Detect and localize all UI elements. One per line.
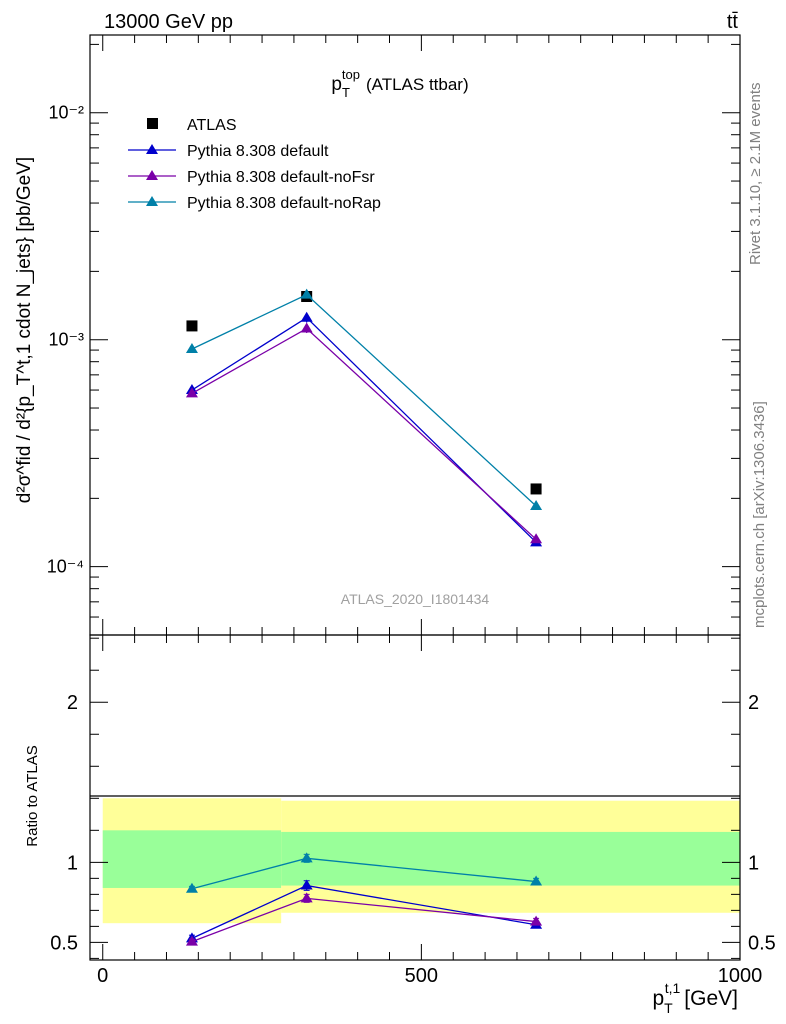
legend: ATLAS Pythia 8.308 default Pythia 8.308 de…	[128, 117, 381, 212]
y-tick-label: 10⁻³	[48, 330, 84, 350]
rivet-label: Rivet 3.1.10, ≥ 2.1M events	[747, 83, 764, 266]
ratio-frame	[89, 634, 741, 961]
uncertainty-band-inner	[102, 830, 282, 888]
y-tick-label: 10⁻²	[48, 103, 84, 123]
main-tick-labels: 10⁻⁴ 10⁻³ 10⁻²	[47, 103, 84, 577]
legend-label: Pythia 8.308 default-noRap	[187, 195, 381, 212]
header-right: tt̄	[727, 11, 739, 33]
main-panel: 10⁻⁴ 10⁻³ 10⁻² pTtop (ATLAS ttbar) ATLAS_20…	[14, 34, 741, 636]
data-point-atlas	[186, 320, 198, 332]
ratio-y-tick-label: 0.5	[50, 932, 78, 954]
data-point-triangle	[530, 500, 543, 511]
series-line	[191, 327, 537, 540]
data-point-atlas	[530, 483, 542, 495]
ratio-y-tick-label: 1	[67, 852, 78, 874]
ratio-ticks	[90, 635, 741, 960]
panel-title-sup: top	[342, 67, 360, 82]
ratio-data-point	[185, 882, 198, 893]
data-point-triangle	[185, 342, 198, 353]
ratio-y-tick-label-right: 2	[748, 692, 759, 714]
ratio-panel: 0.5 0.5 1 1 2 2 0 500 1000 Ratio to ATLAS	[24, 634, 776, 987]
x-axis-label: pTt,1 [GeV]	[652, 980, 738, 1016]
x-axis-label-sub: T	[664, 1000, 673, 1016]
legend-marker-triangle	[146, 144, 158, 154]
data-point-triangle	[185, 387, 198, 398]
legend-label: Pythia 8.308 default	[187, 143, 329, 160]
ratio-data-point	[530, 875, 543, 886]
y-axis-label: d²σ^fid / d²{p_T^t,1 cdot N_jets} [pb/Ge…	[14, 157, 35, 503]
data-point-triangle	[300, 288, 313, 299]
ratio-data-point	[300, 892, 313, 903]
legend-marker-triangle	[146, 170, 158, 180]
y-tick-label: 10⁻⁴	[47, 557, 84, 577]
legend-label: ATLAS	[187, 117, 237, 134]
ratio-data-point	[300, 852, 313, 863]
ratio-y-tick-label-right: 1	[748, 852, 759, 874]
main-series	[185, 288, 543, 547]
ratio-data-point	[530, 915, 543, 926]
x-tick-label: 0	[97, 965, 108, 987]
x-axis-label-var: p	[652, 987, 664, 1010]
series-line	[191, 293, 537, 507]
data-point-triangle	[300, 311, 313, 322]
watermark: ATLAS_2020_I1801434	[341, 591, 490, 607]
x-axis-label-unit: [GeV]	[684, 987, 738, 1010]
mcplots-label: mcplots.cern.ch [arXiv:1306.3436]	[751, 401, 768, 628]
ratio-tick-labels: 0.5 0.5 1 1 2 2 0 500 1000	[50, 692, 776, 987]
ratio-y-axis-label: Ratio to ATLAS	[24, 745, 41, 846]
uncertainty-band-inner	[281, 831, 740, 886]
x-tick-label: 1000	[718, 965, 763, 987]
ratio-data-point	[300, 879, 313, 890]
x-tick-label: 500	[405, 965, 438, 987]
ratio-series	[185, 852, 543, 946]
panel-title-var: p	[331, 74, 342, 95]
data-point-triangle	[300, 322, 313, 333]
ratio-bands	[102, 798, 740, 924]
x-axis-label-sup: t,1	[665, 980, 681, 996]
series-line	[191, 316, 537, 543]
legend-marker-triangle	[146, 196, 158, 206]
panel-title: pTtop (ATLAS ttbar)	[331, 67, 468, 100]
main-ticks	[90, 35, 741, 636]
panel-title-text: (ATLAS ttbar)	[366, 75, 469, 94]
header-left: 13000 GeV pp	[104, 11, 233, 33]
ratio-y-tick-label-right: 0.5	[748, 932, 776, 954]
legend-marker-square	[147, 118, 158, 129]
ratio-y-tick-label: 2	[67, 692, 78, 714]
data-point-triangle	[530, 533, 543, 544]
legend-label: Pythia 8.308 default-noFsr	[187, 169, 375, 186]
ratio-data-point	[185, 935, 198, 946]
panel-title-sub: T	[342, 85, 350, 100]
